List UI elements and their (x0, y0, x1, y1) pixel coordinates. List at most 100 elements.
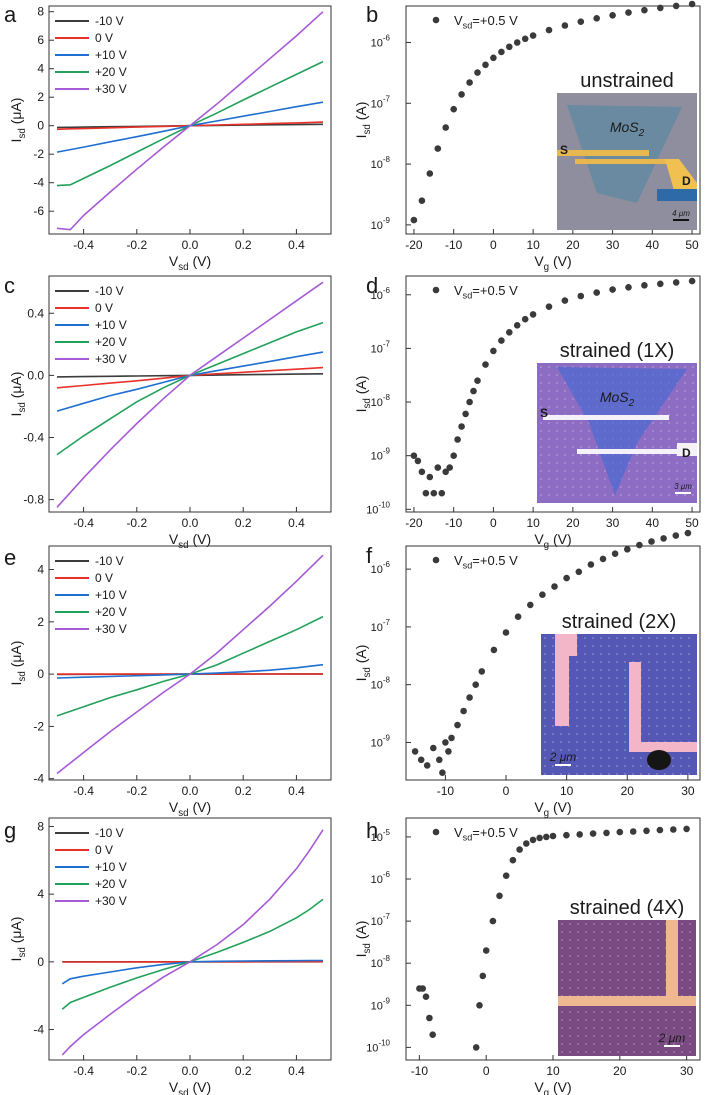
substrate-dot (667, 445, 671, 449)
substrate-dot (560, 978, 564, 982)
y-axis-label-sub: sd (362, 667, 373, 677)
substrate-dot (675, 469, 679, 473)
substrate-dot (655, 708, 659, 712)
substrate-dot (651, 485, 655, 489)
x-tick-label: -10 (437, 784, 455, 798)
x-axis-label: Vsd (V) (169, 799, 211, 819)
substrate-dot (656, 986, 660, 990)
substrate-dot (595, 365, 599, 369)
substrate-dot (651, 477, 655, 481)
y-tick-label: 4 (37, 62, 44, 76)
substrate-dot (632, 1042, 636, 1046)
x-axis-label-main: V (534, 799, 544, 815)
y-tick-base: 10 (371, 397, 383, 409)
substrate-dot (640, 1026, 644, 1030)
substrate-dot (679, 716, 683, 720)
y-tick-exponent: -10 (378, 1038, 390, 1047)
y-axis-ticks: -0.8 -0.4 0.0 0.4 (23, 306, 54, 507)
data-point (577, 18, 585, 26)
substrate-dot (567, 748, 571, 752)
data-point (419, 985, 427, 992)
substrate-dot (571, 453, 575, 457)
substrate-dot (592, 986, 596, 990)
data-point (513, 322, 521, 329)
y-tick-exponent: -10 (378, 500, 390, 509)
substrate-dot (688, 978, 692, 982)
legend-entry: +10 V (95, 318, 127, 332)
legend-entry-main: V (454, 283, 463, 298)
substrate-dot (539, 365, 543, 369)
substrate-dot (640, 946, 644, 950)
substrate-dot (647, 644, 651, 648)
x-axis-label-sub: g (544, 1088, 549, 1095)
data-point (460, 707, 467, 715)
substrate-dot (679, 708, 683, 712)
substrate-dot (599, 652, 603, 656)
substrate-dot (592, 978, 596, 982)
substrate-dot (671, 644, 675, 648)
substrate-dot (679, 732, 683, 736)
substrate-dot (640, 986, 644, 990)
x-axis-label-sub: g (544, 540, 549, 551)
substrate-dot (632, 1050, 636, 1054)
substrate-dot (591, 764, 595, 768)
data-point (470, 387, 477, 395)
substrate-dot (599, 684, 603, 688)
data-point (551, 583, 558, 590)
panel-label: b (366, 2, 378, 27)
substrate-dot (655, 652, 659, 656)
x-axis-label-sub: g (544, 808, 549, 819)
material-label: MoS2 (610, 119, 645, 139)
substrate-dot (683, 381, 687, 385)
substrate-dot (551, 740, 555, 744)
substrate-dot (592, 938, 596, 942)
substrate-dot (640, 978, 644, 982)
x-axis-label: Vsd (V) (169, 253, 211, 273)
substrate-dot (647, 660, 651, 664)
data-point (648, 538, 655, 545)
legend-entry: +10 V (95, 860, 127, 874)
y-tick-label: 10-8 (371, 954, 391, 970)
substrate-dot (624, 946, 628, 950)
substrate-dot (583, 772, 587, 776)
legend: -10 V 0 V +10 V +20 V +30 V (55, 554, 127, 636)
x-axis-label: Vg (V) (534, 531, 571, 551)
substrate-dot (543, 676, 547, 680)
substrate-dot (651, 365, 655, 369)
substrate-dot (584, 1026, 588, 1030)
substrate-dot (635, 485, 639, 489)
legend-entry-unit: =+0.5 V (472, 825, 518, 840)
data-point (563, 831, 570, 839)
legend-marker (432, 286, 440, 294)
substrate-dot (627, 469, 631, 473)
substrate-dot (568, 1050, 572, 1054)
substrate-dot (623, 716, 627, 720)
substrate-dot (608, 1010, 612, 1014)
panel-label: g (4, 818, 16, 843)
substrate-dot (667, 485, 671, 489)
substrate-dot (624, 938, 628, 942)
substrate-dot (680, 954, 684, 958)
substrate-dot (599, 740, 603, 744)
data-point (672, 532, 680, 539)
legend-entry: +20 V (95, 335, 127, 349)
substrate-dot (543, 644, 547, 648)
series-line-0V (56, 121, 324, 131)
substrate-dot (679, 684, 683, 688)
substrate-dot (607, 724, 611, 728)
y-tick-exponent: -9 (383, 447, 391, 456)
substrate-dot (675, 477, 679, 481)
x-tick-label: -0.2 (126, 784, 147, 798)
substrate-dot (675, 397, 679, 401)
series-line-0V (56, 366, 324, 389)
substrate-dot (587, 485, 591, 489)
substrate-dot (555, 389, 559, 393)
substrate-dot (568, 922, 572, 926)
x-axis-label-unit: (V) (189, 799, 212, 815)
data-point (410, 216, 418, 224)
substrate-dot (595, 485, 599, 489)
substrate-dot (616, 954, 620, 958)
x-axis-label-main: V (169, 799, 179, 815)
legend-entry: +30 V (95, 82, 127, 96)
data-point (410, 452, 418, 460)
